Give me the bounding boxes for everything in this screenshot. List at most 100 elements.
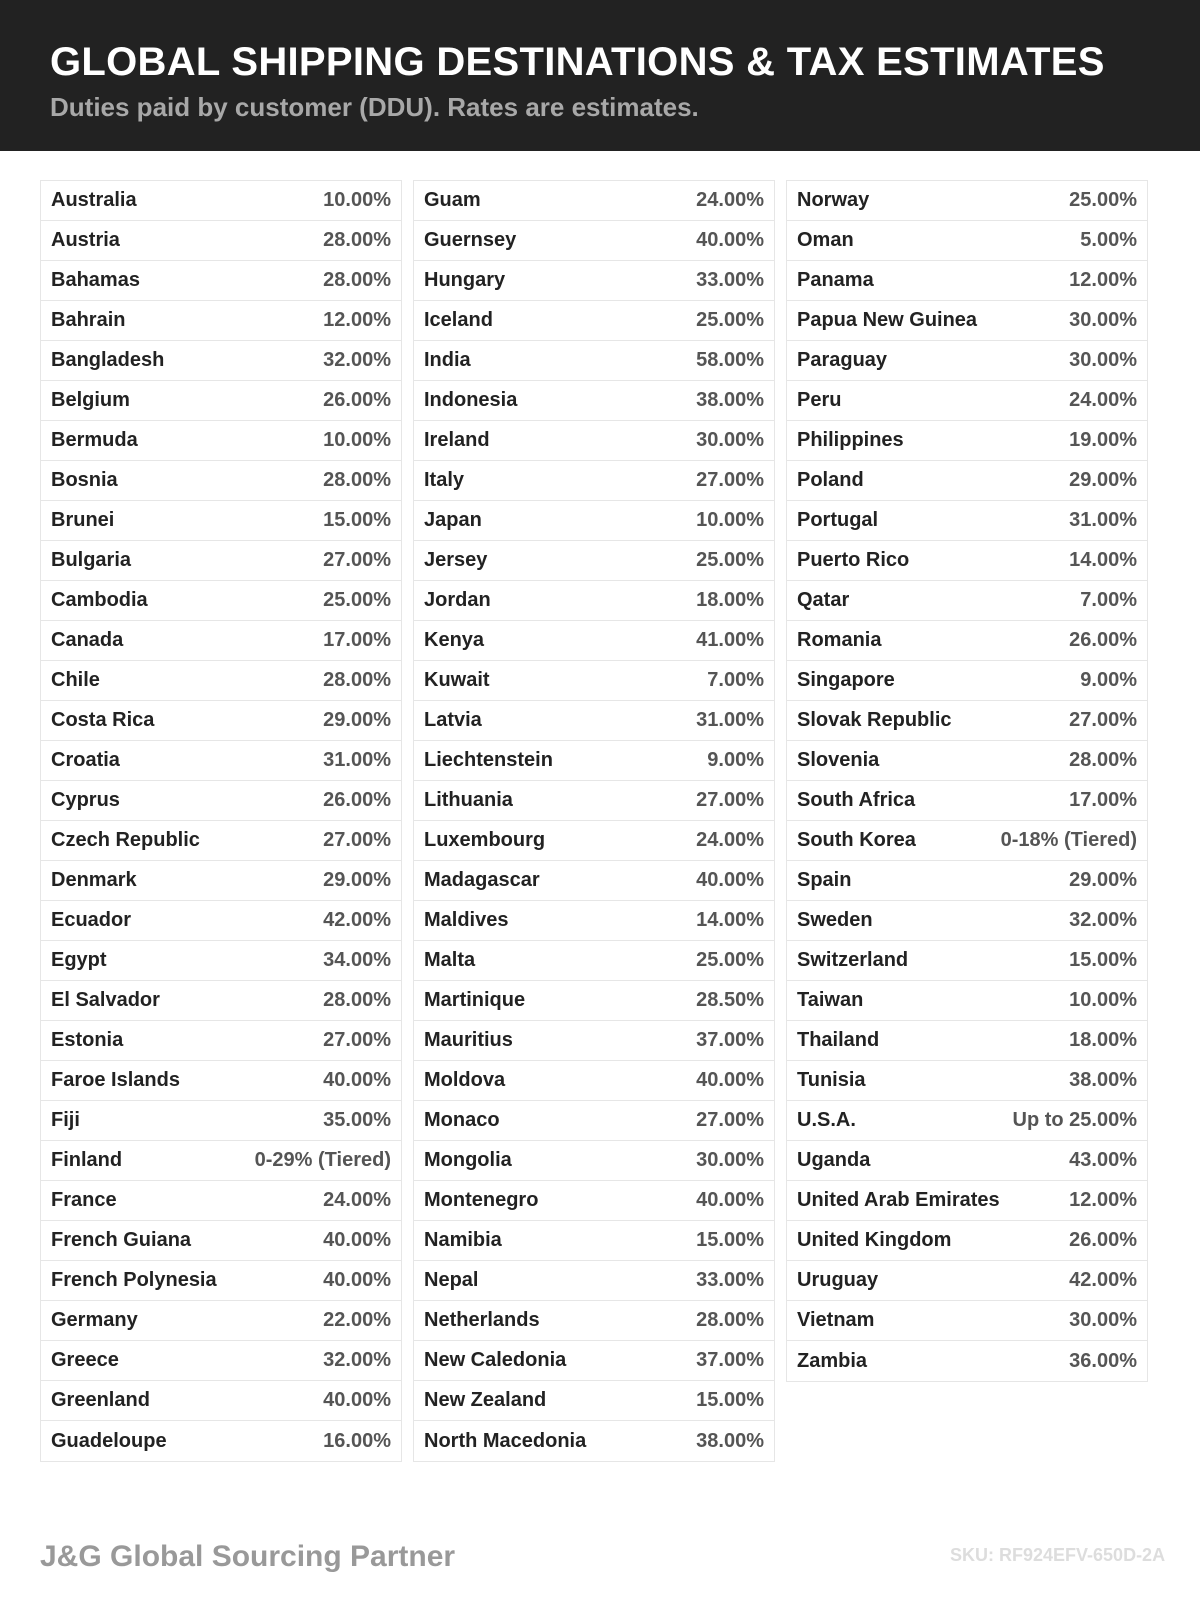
country-name: French Polynesia bbox=[51, 1269, 217, 1291]
country-name: Qatar bbox=[797, 589, 850, 611]
country-name: Jordan bbox=[424, 589, 491, 611]
page-title: GLOBAL SHIPPING DESTINATIONS & TAX ESTIM… bbox=[50, 40, 1105, 84]
table-row: Latvia 31.00% bbox=[414, 701, 774, 741]
table-row: Jordan 18.00% bbox=[414, 581, 774, 621]
tax-rate: 10.00% bbox=[323, 429, 391, 451]
country-name: Cyprus bbox=[51, 789, 120, 811]
table-row: South Africa 17.00% bbox=[787, 781, 1147, 821]
table-row: Hungary 33.00% bbox=[414, 261, 774, 301]
country-name: Hungary bbox=[424, 269, 506, 291]
country-name: Germany bbox=[51, 1309, 138, 1331]
table-row: Singapore 9.00% bbox=[787, 661, 1147, 701]
tax-rate: 26.00% bbox=[323, 389, 391, 411]
country-name: Malta bbox=[424, 949, 476, 971]
tax-rate: 27.00% bbox=[696, 1109, 764, 1131]
table-row: United Arab Emirates 12.00% bbox=[787, 1181, 1147, 1221]
country-name: Liechtenstein bbox=[424, 749, 553, 771]
country-name: Philippines bbox=[797, 429, 904, 451]
tax-rate: 29.00% bbox=[1069, 469, 1137, 491]
table-row: Fiji 35.00% bbox=[41, 1101, 401, 1141]
table-row: Cambodia 25.00% bbox=[41, 581, 401, 621]
table-row: Taiwan 10.00% bbox=[787, 981, 1147, 1021]
country-name: France bbox=[51, 1189, 117, 1211]
tax-rate: 15.00% bbox=[696, 1229, 764, 1251]
country-name: Thailand bbox=[797, 1029, 880, 1051]
tax-rate: 37.00% bbox=[696, 1029, 764, 1051]
country-name: Sweden bbox=[797, 909, 873, 931]
country-name: Bermuda bbox=[51, 429, 138, 451]
rates-column-1: Australia 10.00% Austria 28.00% Bahamas 28.00… bbox=[40, 180, 402, 1462]
tax-rate: 58.00% bbox=[696, 349, 764, 371]
tax-rate: 43.00% bbox=[1069, 1149, 1137, 1171]
country-name: Bangladesh bbox=[51, 349, 165, 371]
tax-rate: 36.00% bbox=[1069, 1349, 1137, 1372]
table-row: Romania 26.00% bbox=[787, 621, 1147, 661]
country-name: Ecuador bbox=[51, 909, 132, 931]
tax-rate: 9.00% bbox=[1080, 669, 1137, 691]
table-row: Maldives 14.00% bbox=[414, 901, 774, 941]
header: GLOBAL SHIPPING DESTINATIONS & TAX ESTIM… bbox=[0, 0, 1200, 151]
table-row: Uganda 43.00% bbox=[787, 1141, 1147, 1181]
tax-rate: 28.50% bbox=[696, 989, 764, 1011]
tax-rate: 14.00% bbox=[696, 909, 764, 931]
tax-rate: 40.00% bbox=[696, 1189, 764, 1211]
country-name: El Salvador bbox=[51, 989, 160, 1011]
table-row: Madagascar 40.00% bbox=[414, 861, 774, 901]
tax-rate: 29.00% bbox=[323, 869, 391, 891]
country-name: Kuwait bbox=[424, 669, 490, 691]
table-row: South Korea 0-18% (Tiered) bbox=[787, 821, 1147, 861]
tax-rate: 15.00% bbox=[1069, 949, 1137, 971]
country-name: Cambodia bbox=[51, 589, 148, 611]
country-name: Bosnia bbox=[51, 469, 118, 491]
table-row: Greece 32.00% bbox=[41, 1341, 401, 1381]
tax-rate: 17.00% bbox=[1069, 789, 1137, 811]
country-name: U.S.A. bbox=[797, 1109, 856, 1131]
country-name: Mauritius bbox=[424, 1029, 513, 1051]
tax-rate: 0-18% (Tiered) bbox=[1000, 829, 1137, 851]
tax-rate: 32.00% bbox=[1069, 909, 1137, 931]
country-name: Monaco bbox=[424, 1109, 500, 1131]
table-row: Finland 0-29% (Tiered) bbox=[41, 1141, 401, 1181]
tax-rate: 31.00% bbox=[323, 749, 391, 771]
country-name: Netherlands bbox=[424, 1309, 540, 1331]
country-name: Brunei bbox=[51, 509, 115, 531]
table-row: New Zealand 15.00% bbox=[414, 1381, 774, 1421]
tax-rate: 30.00% bbox=[696, 1149, 764, 1171]
tax-rate: 42.00% bbox=[1069, 1269, 1137, 1291]
table-row: Portugal 31.00% bbox=[787, 501, 1147, 541]
table-row: Liechtenstein 9.00% bbox=[414, 741, 774, 781]
country-name: Uganda bbox=[797, 1149, 871, 1171]
tax-rate: 33.00% bbox=[696, 269, 764, 291]
table-row: New Caledonia 37.00% bbox=[414, 1341, 774, 1381]
country-name: North Macedonia bbox=[424, 1429, 587, 1452]
tax-rate: 40.00% bbox=[323, 1389, 391, 1411]
country-name: Croatia bbox=[51, 749, 120, 771]
tax-rate: 26.00% bbox=[323, 789, 391, 811]
country-name: Faroe Islands bbox=[51, 1069, 180, 1091]
table-row: Namibia 15.00% bbox=[414, 1221, 774, 1261]
country-name: Iceland bbox=[424, 309, 493, 331]
table-row: Bermuda 10.00% bbox=[41, 421, 401, 461]
country-name: Peru bbox=[797, 389, 842, 411]
table-row: Malta 25.00% bbox=[414, 941, 774, 981]
table-row: Costa Rica 29.00% bbox=[41, 701, 401, 741]
table-row: Thailand 18.00% bbox=[787, 1021, 1147, 1061]
table-row: Kenya 41.00% bbox=[414, 621, 774, 661]
country-name: Guam bbox=[424, 189, 481, 211]
tax-rate: Up to 25.00% bbox=[1012, 1109, 1137, 1131]
country-name: Maldives bbox=[424, 909, 509, 931]
tax-rate: 28.00% bbox=[323, 469, 391, 491]
table-row: Oman 5.00% bbox=[787, 221, 1147, 261]
table-row: Japan 10.00% bbox=[414, 501, 774, 541]
table-row: Indonesia 38.00% bbox=[414, 381, 774, 421]
table-row: Bosnia 28.00% bbox=[41, 461, 401, 501]
country-name: Chile bbox=[51, 669, 100, 691]
country-name: Oman bbox=[797, 229, 854, 251]
country-name: Austria bbox=[51, 229, 120, 251]
tax-rate: 15.00% bbox=[323, 509, 391, 531]
country-name: Puerto Rico bbox=[797, 549, 910, 571]
tax-rate: 25.00% bbox=[696, 949, 764, 971]
tax-rate: 27.00% bbox=[696, 469, 764, 491]
table-row: Australia 10.00% bbox=[41, 181, 401, 221]
table-row: Estonia 27.00% bbox=[41, 1021, 401, 1061]
